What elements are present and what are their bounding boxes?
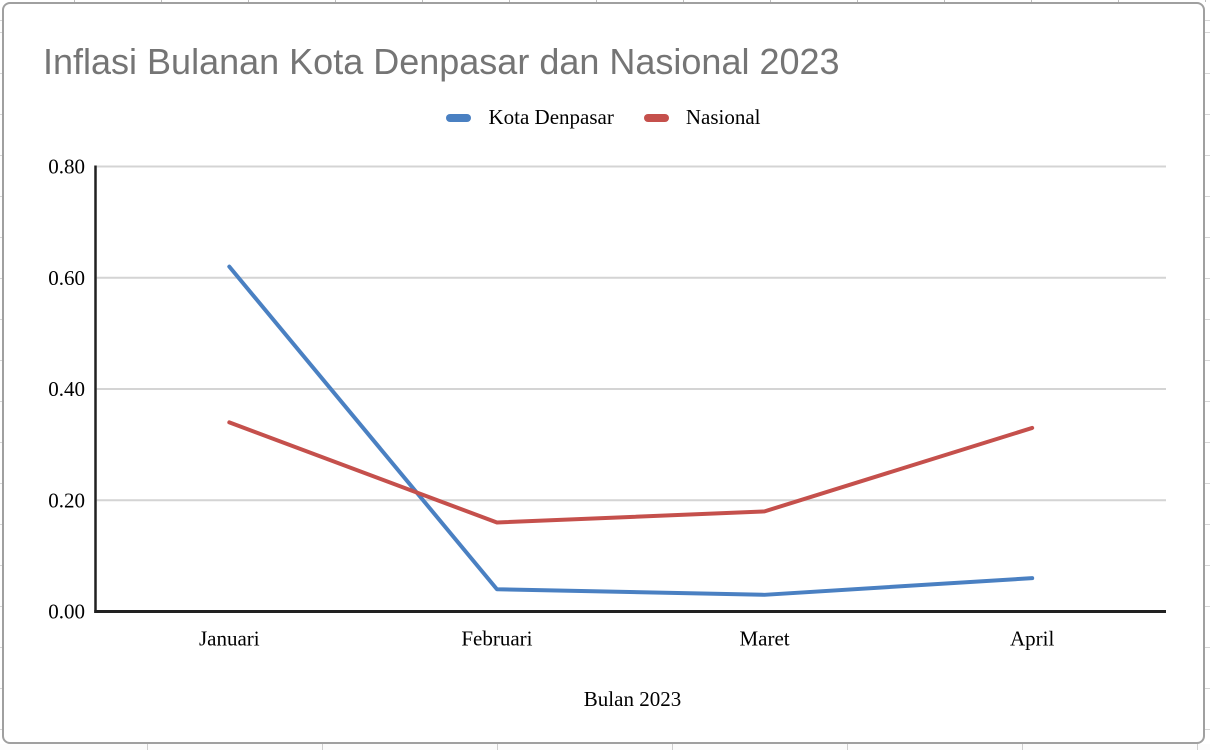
series-line-nasional[interactable] — [227, 420, 1035, 525]
spreadsheet-row-borders-left — [0, 0, 2, 750]
legend-swatch-icon — [446, 113, 472, 122]
legend-item-kota-denpasar[interactable]: Kota Denpasar — [446, 105, 614, 130]
legend-swatch-icon — [643, 113, 669, 122]
chart-legend: Kota Denpasar Nasional — [4, 105, 1203, 130]
chart-title: Inflasi Bulanan Kota Denpasar dan Nasion… — [43, 41, 840, 82]
legend-label: Kota Denpasar — [488, 105, 614, 129]
spreadsheet-column-borders-top — [0, 0, 1210, 2]
legend-item-nasional[interactable]: Nasional — [643, 105, 761, 130]
spreadsheet-row-borders-right — [1205, 0, 1210, 750]
x-axis-title: Bulan 2023 — [583, 687, 682, 711]
legend-label: Nasional — [685, 105, 761, 129]
series-line-kota-denpasar[interactable] — [227, 264, 1035, 597]
spreadsheet-cells-bottom — [0, 744, 1210, 750]
